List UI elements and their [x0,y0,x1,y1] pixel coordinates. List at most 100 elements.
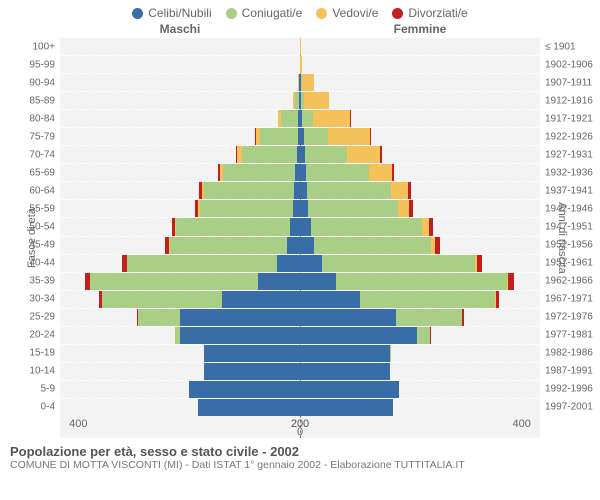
birth-year-label: 1917-1921 [540,113,600,124]
bar-segment [290,218,300,235]
bar-segment [305,146,347,163]
bar-segment [422,218,429,235]
age-row: 5-91992-1996 [60,380,540,398]
bar-segment [313,110,350,127]
age-label: 35-39 [5,276,60,287]
age-label: 20-24 [5,330,60,341]
age-row: 20-241977-1981 [60,326,540,344]
age-row: 65-691932-1936 [60,163,540,181]
bar-segment [102,291,222,308]
bar-segment [204,182,294,199]
birth-year-label: 1922-1926 [540,131,600,142]
age-label: 50-54 [5,221,60,232]
bar-segment [90,273,258,290]
male-side [60,291,300,308]
age-label: 60-64 [5,185,60,196]
bar-segment [176,218,290,235]
bar-segment [300,399,393,416]
bar-segment [430,327,431,344]
bar-segment [300,255,322,272]
male-side [60,164,300,181]
birth-year-label: 1972-1976 [540,312,600,323]
bar-segment [396,309,462,326]
female-side [300,200,540,217]
male-side [60,56,300,73]
birth-year-label: 1982-1986 [540,348,600,359]
male-side [60,345,300,362]
bar-segment [180,327,300,344]
bar-segment [477,255,482,272]
bar-segment [322,255,475,272]
age-row: 80-841917-1921 [60,109,540,127]
male-side [60,182,300,199]
bar-segment [302,110,313,127]
bar-segment [204,345,300,362]
age-label: 55-59 [5,203,60,214]
age-label: 100+ [5,41,60,52]
female-side [300,38,540,55]
bar-segment [370,128,371,145]
male-side [60,74,300,91]
bar-segment [300,363,390,380]
bar-segment [417,327,430,344]
age-row: 10-141987-1991 [60,362,540,380]
bar-segment [409,200,413,217]
legend-swatch [226,8,237,19]
birth-year-label: 1987-1991 [540,366,600,377]
female-side [300,327,540,344]
age-row: 60-641937-1941 [60,181,540,199]
bar-segment [508,273,513,290]
bar-segment [302,74,314,91]
male-side [60,327,300,344]
age-row: 75-791922-1926 [60,127,540,145]
legend-item: Vedovi/e [316,6,378,20]
birth-year-label: 1942-1946 [540,203,600,214]
female-side [300,74,540,91]
bar-segment [258,273,300,290]
female-side [300,273,540,290]
legend-swatch [316,8,327,19]
birth-year-label: ≤ 1901 [540,41,600,52]
bar-segment [304,92,329,109]
bar-segment [300,345,390,362]
chart-rows: 100+≤ 190195-991902-190690-941907-191185… [60,38,540,416]
birth-year-label: 1992-1996 [540,384,600,395]
bar-segment [198,399,300,416]
age-row: 15-191982-1986 [60,344,540,362]
bar-segment [496,291,500,308]
bar-segment [392,164,394,181]
bar-segment [300,327,417,344]
male-side [60,237,300,254]
x-tick-zero: 0 [297,426,303,438]
bar-segment [306,164,369,181]
bar-segment [435,237,440,254]
header-female: Femmine [300,22,540,36]
header-male: Maschi [60,22,300,36]
bar-segment [287,237,300,254]
age-label: 95-99 [5,59,60,70]
bar-segment [300,381,399,398]
age-row: 95-991902-1906 [60,55,540,73]
male-side [60,309,300,326]
male-side [60,381,300,398]
age-label: 75-79 [5,131,60,142]
bar-segment [189,381,300,398]
bar-segment [391,182,408,199]
male-side [60,399,300,416]
bar-segment [200,200,293,217]
bar-segment [223,164,295,181]
bar-segment [462,309,464,326]
birth-year-label: 1967-1971 [540,294,600,305]
bar-segment [300,218,311,235]
bar-segment [307,182,391,199]
bar-segment [380,146,382,163]
pyramid-chart: Fasce di età Anni di nascita 100+≤ 19019… [60,38,540,438]
age-label: 40-44 [5,258,60,269]
legend-label: Coniugati/e [242,6,303,20]
birth-year-label: 1932-1936 [540,167,600,178]
bar-segment [300,182,307,199]
birth-year-label: 1947-1951 [540,221,600,232]
birth-year-label: 1952-1956 [540,240,600,251]
age-row: 55-591942-1946 [60,199,540,217]
birth-year-label: 1962-1966 [540,276,600,287]
